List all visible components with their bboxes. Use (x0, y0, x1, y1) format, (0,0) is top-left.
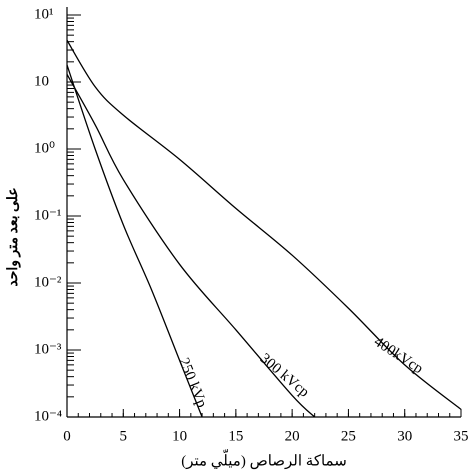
y-tick-label: 10¹ (34, 6, 54, 22)
y-tick-label: 10 (34, 73, 49, 89)
curve-label: 300 kVcp (257, 351, 312, 401)
x-tick-label: 10 (172, 428, 187, 444)
curve (66, 39, 462, 410)
curve-label: 250 kVp (175, 356, 209, 410)
x-tick-label: 5 (120, 428, 128, 444)
curve (66, 64, 203, 418)
y-axis-title: على بعد متر واحد (6, 187, 21, 286)
x-tick-label: 25 (341, 428, 356, 444)
y-tick-label: 10⁰ (34, 140, 55, 156)
x-tick-label: 30 (397, 428, 412, 444)
y-tick-label: 10⁻² (34, 274, 62, 290)
curve (66, 74, 316, 418)
y-tick-label: 10⁻³ (34, 341, 62, 357)
curve-label: 400kVcp (371, 334, 426, 377)
y-tick-label: 10⁻⁴ (34, 408, 62, 424)
x-tick-label: 0 (63, 428, 71, 444)
x-tick-label: 35 (454, 428, 469, 444)
x-tick-label: 15 (228, 428, 243, 444)
y-tick-label: 10⁻¹ (34, 207, 61, 223)
x-tick-label: 20 (285, 428, 300, 444)
x-axis-title: سماكة الرصاص (ميلّي متر) (181, 448, 347, 469)
